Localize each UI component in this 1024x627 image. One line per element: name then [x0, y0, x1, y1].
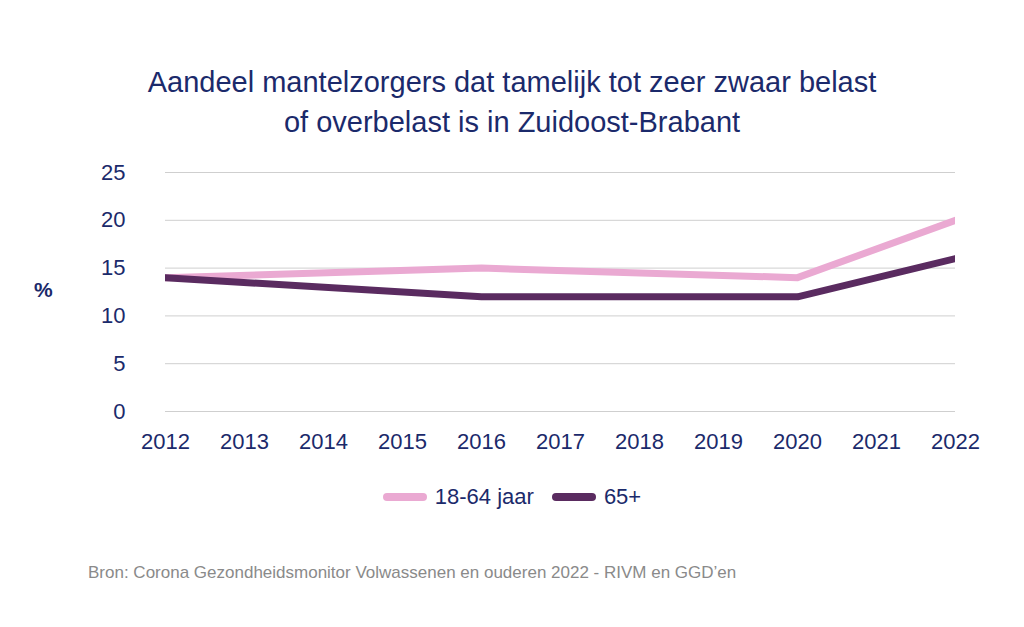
html-text:of overbelast is in Zuidoost-B: of overbelast is in Zuidoost-Brabant: [283, 106, 741, 138]
svg-text:5: 5: [113, 351, 125, 376]
svg-text:2020: 2020: [773, 429, 822, 454]
svg-text:2019: 2019: [694, 429, 743, 454]
svg-text:2016: 2016: [457, 429, 506, 454]
svg-text:2018: 2018: [615, 429, 664, 454]
svg-text:2022: 2022: [931, 429, 980, 454]
svg-text:2014: 2014: [299, 429, 348, 454]
html-text:18-64 jaar: 18-64 jaar: [434, 484, 534, 509]
svg-text:2015: 2015: [378, 429, 427, 454]
svg-text:2012: 2012: [141, 429, 190, 454]
html-text:Bron: Corona Gezondheidsmonito: Bron: Corona Gezondheidsmonitor Volwasse…: [88, 563, 737, 582]
svg-text:20: 20: [101, 207, 125, 232]
svg-text:15: 15: [101, 255, 125, 280]
svg-text:10: 10: [101, 303, 125, 328]
html-text:Aandeel mantelzorgers dat tame: Aandeel mantelzorgers dat tamelijk tot z…: [147, 66, 877, 98]
svg-text:0: 0: [113, 399, 125, 424]
svg-text:25: 25: [101, 160, 125, 185]
svg-text:2021: 2021: [852, 429, 901, 454]
svg-text:2013: 2013: [220, 429, 269, 454]
svg-text:2017: 2017: [536, 429, 585, 454]
html-text:65+: 65+: [603, 484, 642, 509]
